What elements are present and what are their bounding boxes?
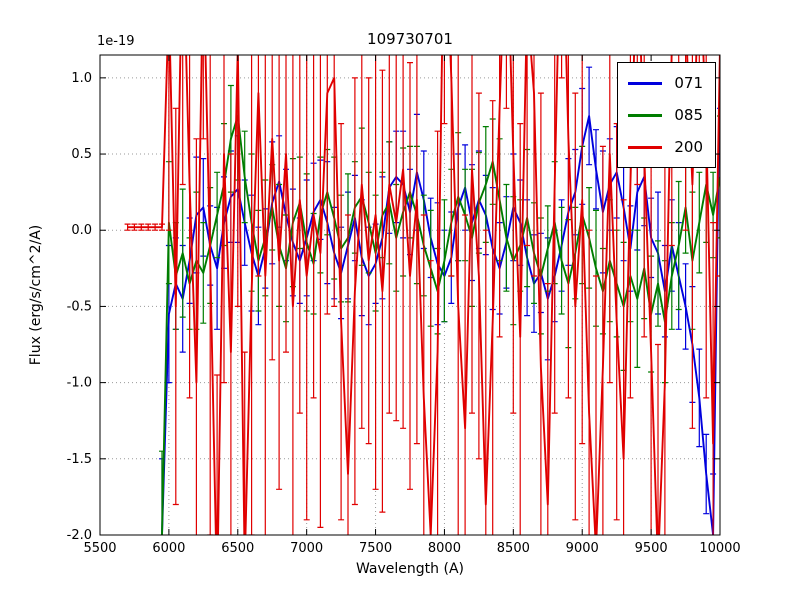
legend-line-071 bbox=[628, 81, 663, 85]
legend: 071 085 200 bbox=[617, 62, 716, 168]
y-tick-label: -1.0 bbox=[67, 376, 92, 391]
x-tick-label: 9500 bbox=[635, 541, 668, 556]
legend-line-085 bbox=[628, 113, 663, 117]
x-tick-label: 10000 bbox=[699, 541, 740, 556]
x-tick-label: 8000 bbox=[428, 541, 461, 556]
legend-line-200 bbox=[628, 145, 663, 149]
y-tick-label: 1.0 bbox=[71, 71, 92, 86]
series-line-200 bbox=[127, 55, 720, 535]
data-layer bbox=[124, 55, 720, 535]
legend-entry-071: 071 bbox=[628, 67, 703, 99]
x-tick-label: 9000 bbox=[566, 541, 599, 556]
x-tick-label: 5500 bbox=[83, 541, 116, 556]
tick-labels-layer: 5500 6000 6500 7000 7500 8000 8500 9000 9500 1000… bbox=[67, 71, 741, 556]
ticks-layer bbox=[99, 55, 721, 536]
axes-spines bbox=[99, 54, 721, 536]
x-tick-label: 6000 bbox=[152, 541, 185, 556]
x-tick-label: 7500 bbox=[359, 541, 392, 556]
x-tick-label: 8500 bbox=[497, 541, 530, 556]
x-tick-label: 7000 bbox=[290, 541, 323, 556]
y-offset-label: 1e-19 bbox=[97, 34, 135, 49]
x-tick-label: 6500 bbox=[221, 541, 254, 556]
y-tick-label: 0.0 bbox=[71, 223, 92, 238]
y-tick-label: 0.5 bbox=[71, 147, 92, 162]
y-tick-label: -1.5 bbox=[67, 452, 92, 467]
x-axis-label: Wavelength (A) bbox=[355, 561, 464, 577]
chart-title: 109730701 bbox=[367, 30, 453, 48]
legend-label-071: 071 bbox=[674, 74, 703, 92]
legend-label-085: 085 bbox=[674, 106, 703, 124]
y-tick-label: -2.0 bbox=[67, 528, 92, 543]
series-line-071 bbox=[161, 62, 720, 535]
legend-label-200: 200 bbox=[674, 138, 703, 156]
legend-entry-200: 200 bbox=[628, 131, 703, 163]
y-tick-label: -0.5 bbox=[67, 299, 92, 314]
legend-entry-085: 085 bbox=[628, 99, 703, 131]
